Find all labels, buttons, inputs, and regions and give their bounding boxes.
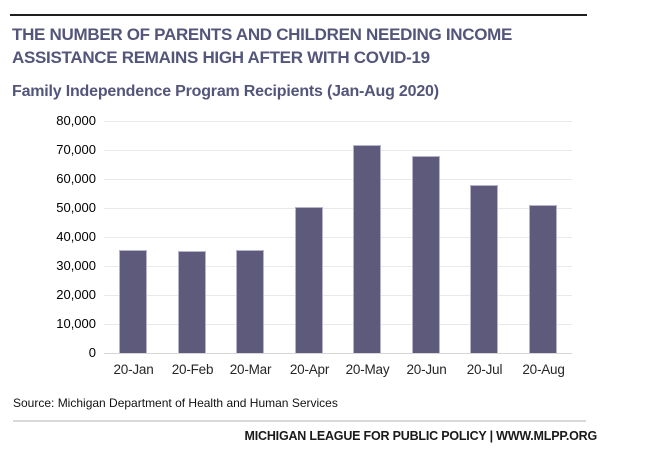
top-rule xyxy=(10,14,587,16)
y-tick-label: 80,000 xyxy=(56,113,96,128)
bar-20-Jan xyxy=(119,250,147,353)
bar-20-Jun xyxy=(412,156,440,353)
gridline-0 xyxy=(104,353,572,354)
chart-headline: THE NUMBER OF PARENTS AND CHILDREN NEEDI… xyxy=(12,23,622,69)
footer-divider xyxy=(13,420,586,422)
x-tick-label-20-Jun: 20-Jun xyxy=(406,362,447,377)
y-tick-label: 20,000 xyxy=(56,287,96,302)
x-tick-label-20-Apr: 20-Apr xyxy=(289,362,330,377)
bar-20-Apr xyxy=(295,207,323,353)
x-tick-label-20-Mar: 20-Mar xyxy=(229,362,272,377)
chart-subtitle: Family Independence Program Recipients (… xyxy=(12,83,439,100)
bar-20-Mar xyxy=(236,250,264,353)
bar-20-May xyxy=(353,145,381,353)
y-tick-label: 70,000 xyxy=(56,142,96,157)
x-tick-label-20-May: 20-May xyxy=(345,362,390,377)
gridline-20000 xyxy=(104,295,572,296)
gridline-10000 xyxy=(104,324,572,325)
x-tick-label-20-Jul: 20-Jul xyxy=(466,362,503,377)
chart-headline-line2: ASSISTANCE REMAINS HIGH AFTER WITH COVID… xyxy=(12,48,430,67)
y-tick-label: 10,000 xyxy=(56,316,96,331)
y-tick-label: 60,000 xyxy=(56,171,96,186)
branding-footer: MICHIGAN LEAGUE FOR PUBLIC POLICY | WWW.… xyxy=(244,429,598,443)
x-tick-label-20-Aug: 20-Aug xyxy=(522,362,565,377)
y-tick-label: 0 xyxy=(88,345,96,360)
y-tick-label: 50,000 xyxy=(56,200,96,215)
gridline-50000 xyxy=(104,208,572,209)
source-note: Source: Michigan Department of Health an… xyxy=(13,396,338,410)
y-tick-label: 30,000 xyxy=(56,258,96,273)
gridline-60000 xyxy=(104,179,572,180)
bar-20-Aug xyxy=(529,205,557,353)
bar-20-Jul xyxy=(470,185,498,353)
gridline-30000 xyxy=(104,266,572,267)
gridline-40000 xyxy=(104,237,572,238)
gridline-80000 xyxy=(104,121,572,122)
x-tick-label-20-Jan: 20-Jan xyxy=(113,362,154,377)
chart-headline-line1: THE NUMBER OF PARENTS AND CHILDREN NEEDI… xyxy=(12,25,513,44)
x-tick-label-20-Feb: 20-Feb xyxy=(171,362,214,377)
y-tick-label: 40,000 xyxy=(56,229,96,244)
gridline-70000 xyxy=(104,150,572,151)
bar-20-Feb xyxy=(178,251,206,353)
bar-chart-plot-area xyxy=(104,121,572,354)
